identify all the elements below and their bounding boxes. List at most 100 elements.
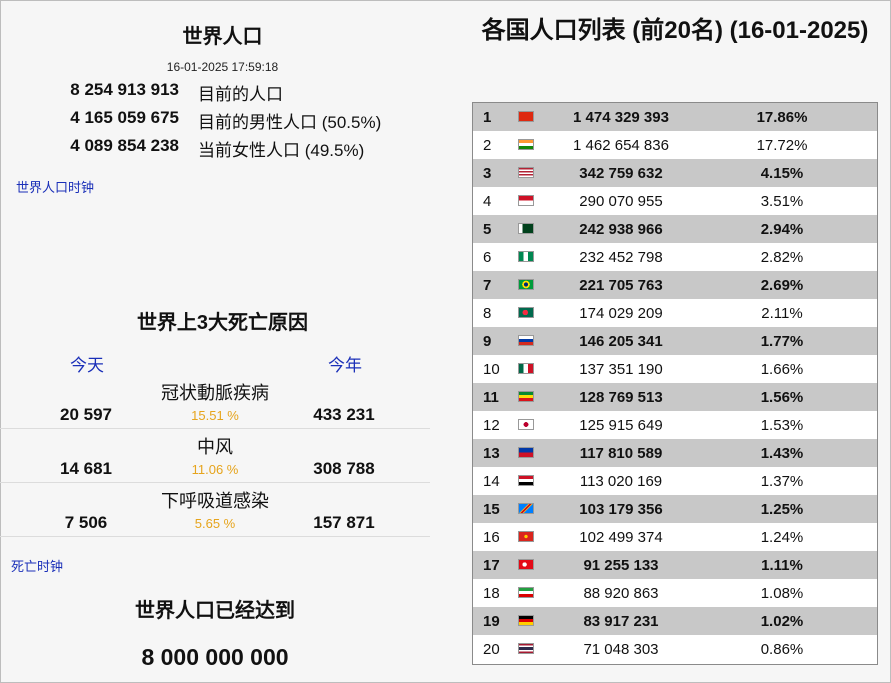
population-cell: 137 351 190	[579, 361, 663, 378]
share-cell: 1.77%	[760, 333, 804, 350]
mexico-flag-icon	[518, 363, 534, 374]
table-row: 20 71 048 303 0.86%	[473, 635, 877, 663]
share-cell: 2.82%	[760, 249, 804, 266]
turkey-flag-icon	[518, 559, 534, 570]
rank-cell: 1	[483, 109, 492, 126]
country-table: 1 1 474 329 393 17.86% 2 1 462 654 836 17.72%…	[472, 102, 878, 665]
rank-cell: 14	[483, 473, 500, 490]
table-row: 14 113 020 169 1.37%	[473, 467, 877, 495]
table-row: 19 83 917 231 1.02%	[473, 607, 877, 635]
death-clock-link[interactable]: 死亡时钟	[11, 559, 64, 574]
population-cell: 91 255 133	[583, 557, 659, 574]
russia-flag-icon	[518, 335, 534, 346]
philippines-flag-icon	[518, 447, 534, 458]
india-flag-icon	[518, 139, 534, 150]
table-row: 18 88 920 863 1.08%	[473, 579, 877, 607]
population-row-female: 4 089 854 238 当前女性人口 (49.5%)	[0, 136, 445, 160]
table-row: 8 174 029 209 2.11%	[473, 299, 877, 327]
rank-cell: 20	[483, 641, 500, 658]
table-row: 15 103 179 356 1.25%	[473, 495, 877, 523]
population-cell: 128 769 513	[579, 389, 663, 406]
rank-cell: 16	[483, 529, 500, 546]
population-total-label: 目前的人口	[198, 85, 283, 104]
rank-cell: 19	[483, 613, 500, 630]
indonesia-flag-icon	[518, 195, 534, 206]
death-causes-title: 世界上3大死亡原因	[136, 312, 309, 334]
population-cell: 83 917 231	[583, 613, 659, 630]
population-cell: 117 810 589	[579, 445, 663, 462]
table-row: 12 125 915 649 1.53%	[473, 411, 877, 439]
cause-1-today: 20 597	[60, 405, 112, 424]
cause-row-1: 20 597 15.51 % 433 231	[0, 405, 430, 427]
cause-name-1: 冠状動脈疾病	[161, 383, 269, 403]
cause-2-percent: 11.06 %	[191, 462, 239, 477]
share-cell: 1.25%	[760, 501, 804, 518]
nigeria-flag-icon	[518, 251, 534, 262]
cause-2-year: 308 788	[313, 459, 375, 478]
share-cell: 3.51%	[760, 193, 804, 210]
cause-3-today: 7 506	[64, 513, 108, 532]
table-row: 2 1 462 654 836 17.72%	[473, 131, 877, 159]
bangladesh-flag-icon	[518, 307, 534, 318]
rank-cell: 11	[483, 389, 499, 406]
dr-congo-flag-icon	[518, 503, 534, 514]
vietnam-flag-icon	[518, 531, 534, 542]
iran-flag-icon	[518, 587, 534, 598]
table-row: 7 221 705 763 2.69%	[473, 271, 877, 299]
population-cell: 125 915 649	[579, 417, 663, 434]
population-cell: 113 020 169	[579, 473, 663, 490]
share-cell: 2.11%	[761, 305, 803, 322]
population-row-male: 4 165 059 675 目前的男性人口 (50.5%)	[0, 108, 445, 132]
cause-name-2: 中风	[197, 437, 233, 457]
population-cell: 1 474 329 393	[573, 109, 669, 126]
population-cell: 242 938 966	[579, 221, 663, 238]
population-cell: 221 705 763	[579, 277, 663, 294]
rank-cell: 2	[483, 137, 492, 154]
rank-cell: 15	[483, 501, 500, 518]
country-list-title: 各国人口列表 (前20名) (16-01-2025)	[481, 17, 869, 44]
rank-cell: 8	[483, 305, 492, 322]
rank-cell: 12	[483, 417, 500, 434]
rank-cell: 13	[483, 445, 500, 462]
table-row: 10 137 351 190 1.66%	[473, 355, 877, 383]
population-male-value: 4 165 059 675	[70, 108, 179, 127]
table-row: 4 290 070 955 3.51%	[473, 187, 877, 215]
ethiopia-flag-icon	[518, 391, 534, 402]
population-cell: 342 759 632	[579, 165, 663, 182]
population-cell: 232 452 798	[579, 249, 663, 266]
population-female-label: 当前女性人口 (49.5%)	[198, 141, 365, 160]
cause-1-year: 433 231	[313, 405, 375, 424]
population-cell: 290 070 955	[579, 193, 663, 210]
egypt-flag-icon	[518, 475, 534, 486]
share-cell: 1.53%	[760, 417, 804, 434]
share-cell: 4.15%	[760, 165, 804, 182]
share-cell: 17.86%	[756, 109, 808, 126]
population-cell: 1 462 654 836	[573, 137, 669, 154]
japan-flag-icon	[518, 419, 534, 430]
table-row: 11 128 769 513 1.56%	[473, 383, 877, 411]
population-total-value: 8 254 913 913	[70, 80, 179, 99]
share-cell: 0.86%	[760, 641, 804, 658]
population-cell: 102 499 374	[579, 529, 663, 546]
brazil-flag-icon	[518, 279, 534, 290]
rank-cell: 7	[483, 277, 492, 294]
year-column-header: 今年	[328, 356, 362, 375]
share-cell: 2.94%	[760, 221, 804, 238]
population-cell: 88 920 863	[583, 585, 659, 602]
world-population-clock-link[interactable]: 世界人口时钟	[16, 180, 95, 195]
germany-flag-icon	[518, 615, 534, 626]
share-cell: 1.43%	[760, 445, 804, 462]
table-row: 13 117 810 589 1.43%	[473, 439, 877, 467]
population-cell: 103 179 356	[579, 501, 663, 518]
rank-cell: 4	[483, 193, 492, 210]
rank-cell: 10	[483, 361, 500, 378]
population-male-label: 目前的男性人口 (50.5%)	[198, 113, 382, 132]
usa-flag-icon	[518, 167, 534, 178]
table-row: 9 146 205 341 1.77%	[473, 327, 877, 355]
cause-divider	[0, 536, 430, 537]
milestone-value: 8 000 000 000	[141, 644, 289, 670]
share-cell: 1.56%	[760, 389, 804, 406]
population-cell: 174 029 209	[579, 305, 663, 322]
today-column-header: 今天	[70, 356, 104, 375]
share-cell: 1.08%	[760, 585, 804, 602]
